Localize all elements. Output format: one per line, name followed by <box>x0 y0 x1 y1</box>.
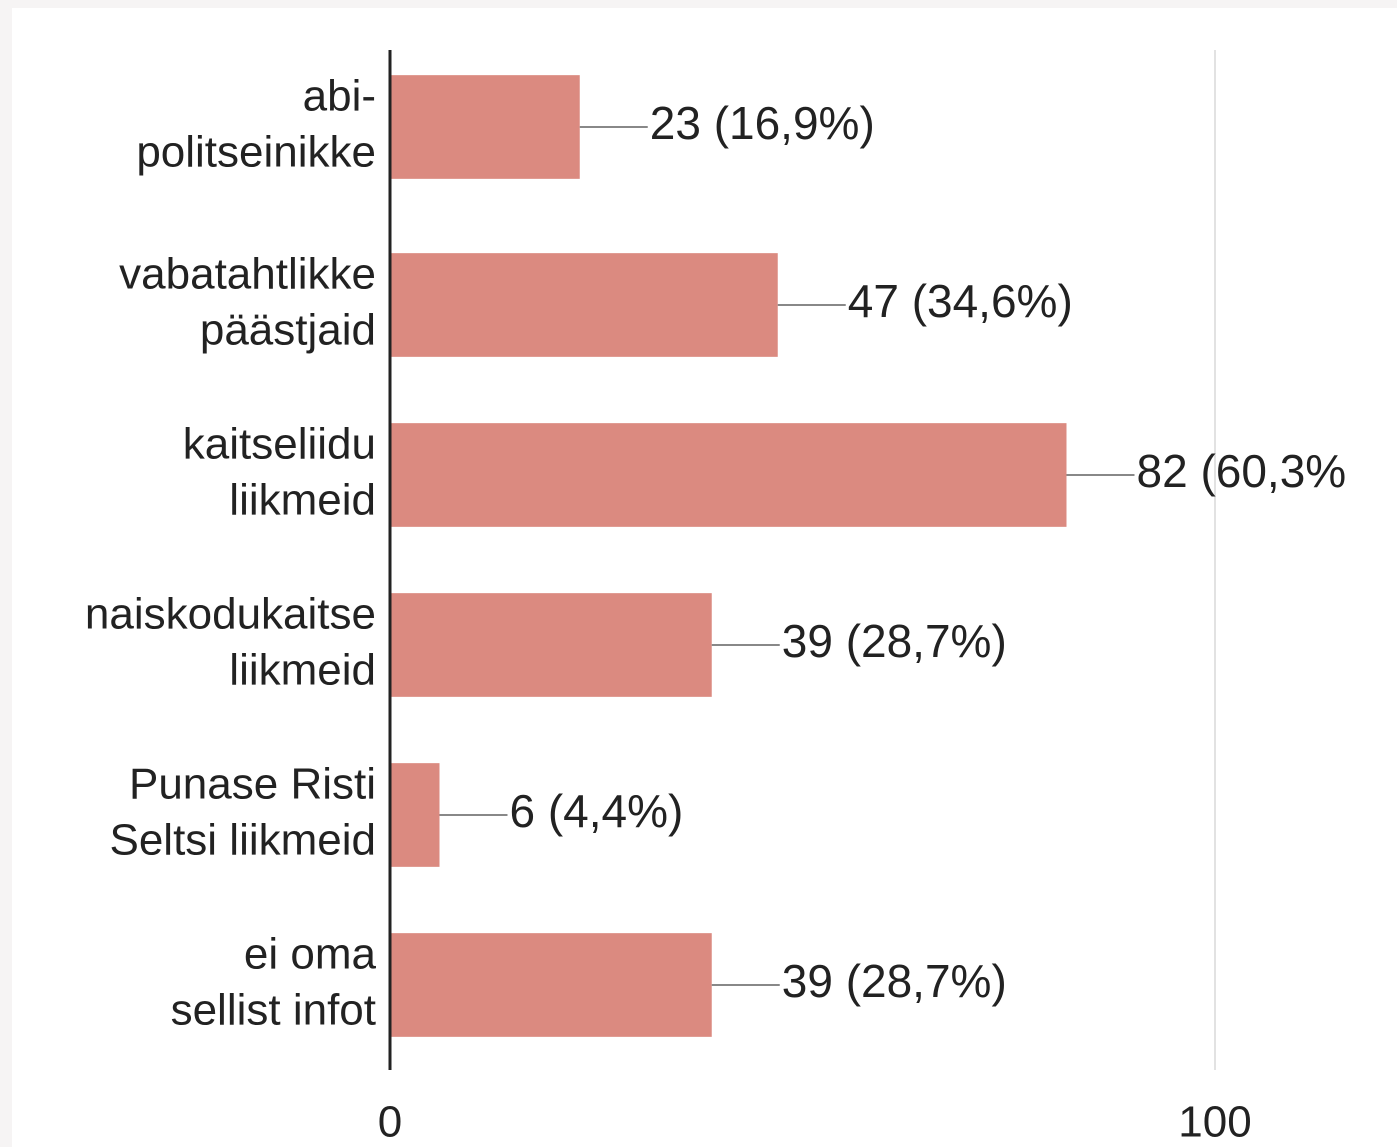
category-label: naiskodukaitse <box>85 590 376 639</box>
category-label: politseinikke <box>136 128 376 177</box>
category-label: Seltsi liikmeid <box>109 816 376 865</box>
category-label: sellist infot <box>171 986 376 1035</box>
value-label: 47 (34,6%) <box>848 275 1073 327</box>
bar <box>390 423 1067 527</box>
bar <box>390 75 580 179</box>
bar <box>390 253 778 357</box>
category-label: Punase Risti <box>129 760 376 809</box>
category-label: ei oma <box>244 930 377 979</box>
category-label: vabatahtlikke <box>119 250 376 299</box>
x-tick-label: 0 <box>378 1098 402 1147</box>
bar <box>390 933 712 1037</box>
category-label: liikmeid <box>229 646 376 695</box>
category-label: liikmeid <box>229 476 376 525</box>
value-label: 82 (60,3% <box>1137 445 1347 497</box>
category-label: päästjaid <box>200 306 376 355</box>
bar <box>390 593 712 697</box>
bar <box>390 763 440 867</box>
value-label: 23 (16,9%) <box>650 97 875 149</box>
value-label: 39 (28,7%) <box>782 955 1007 1007</box>
category-label: kaitseliidu <box>183 420 376 469</box>
value-label: 6 (4,4%) <box>510 785 684 837</box>
value-label: 39 (28,7%) <box>782 615 1007 667</box>
x-tick-label: 100 <box>1178 1098 1251 1147</box>
category-label: abi- <box>303 72 376 121</box>
